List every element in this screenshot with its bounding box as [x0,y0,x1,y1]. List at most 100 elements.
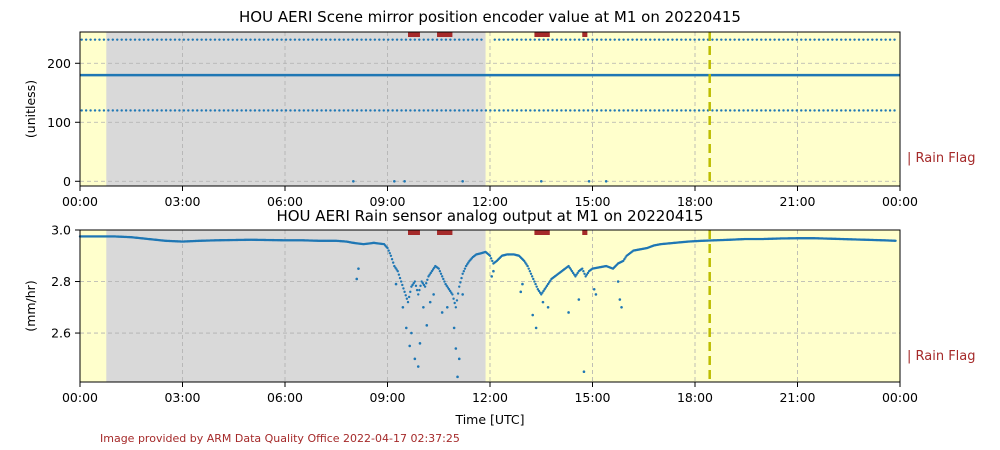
encoder-data-point [626,38,630,41]
rain-sensor-data-point [585,273,589,276]
encoder-data-point [320,109,323,112]
rain-sensor-data-point [425,324,429,327]
encoder-data-point [711,38,714,41]
encoder-x-tick-label: 09:00 [369,194,405,209]
encoder-data-point [111,38,115,41]
rain-sensor-data-point [464,264,468,268]
rain-sensor-data-point [404,294,407,297]
encoder-data-point [893,38,896,41]
encoder-data-point [120,109,123,112]
encoder-data-point [609,38,612,41]
encoder-chart-title: HOU AERI Scene mirror position encoder v… [239,8,741,26]
encoder-data-point [355,38,359,41]
rain-sensor-data-point [410,285,413,288]
encoder-data-point [640,109,643,112]
encoder-data-point [240,38,243,41]
encoder-data-point [418,109,421,112]
encoder-data-point [466,38,470,41]
rain-sensor-data-point [447,288,451,291]
encoder-data-point [338,109,341,112]
encoder-data-point [80,109,83,112]
encoder-data-point [848,38,852,41]
encoder-data-point [333,109,337,112]
rain-sensor-y-axis-label: (mm/hr) [23,280,38,331]
encoder-data-point [138,38,141,41]
rain-sensor-data-point [521,282,524,286]
encoder-data-point [817,109,821,112]
encoder-data-point [435,109,439,112]
rain-sensor-data-point [622,259,625,263]
encoder-y-tick-label: 200 [47,56,71,71]
encoder-data-point [431,38,434,41]
rain-sensor-data-point [440,311,444,314]
encoder-data-point [395,109,399,112]
rain-sensor-data-point [467,261,470,264]
encoder-data-point [577,109,581,112]
encoder-data-point [768,109,772,112]
encoder-data-point [129,109,132,112]
encoder-data-point [364,109,368,112]
encoder-data-point [98,109,101,112]
encoder-data-point [742,38,745,41]
encoder-data-point [728,109,732,112]
encoder-data-point [733,109,736,112]
rain-sensor-x-tick-label: 15:00 [574,390,610,405]
encoder-data-point [822,109,825,112]
rain-sensor-x-tick-label: 21:00 [779,390,815,405]
encoder-data-point [871,109,874,112]
encoder-data-point [515,38,519,41]
encoder-data-point [342,109,345,112]
rain-sensor-data-point [438,270,442,273]
encoder-data-point [622,38,625,41]
encoder-data-point [84,38,88,41]
encoder-data-point [191,38,194,41]
encoder-data-point [369,109,372,112]
encoder-data-point [848,109,852,112]
encoder-data-point [800,109,803,112]
rain-sensor-data-point [429,271,432,275]
rain-sensor-data-point [419,284,422,288]
encoder-data-point [182,38,186,41]
encoder-data-point [693,38,696,41]
rain-sensor-data-point [423,285,427,288]
encoder-data-point [742,109,745,112]
encoder-data-point [631,109,634,112]
rain-sensor-data-point [527,267,530,270]
rain-sensor-data-point [519,290,523,294]
encoder-data-point [124,38,128,41]
encoder-data-point [680,109,683,112]
encoder-data-point [813,109,816,112]
rain-sensor-data-point [463,267,467,270]
encoder-data-point [795,109,799,112]
encoder-data-point [875,38,878,41]
rain-sensor-data-point [422,305,425,309]
encoder-data-point [444,38,448,41]
encoder-data-point [635,109,639,112]
encoder-x-tick-label: 00:00 [882,194,918,209]
encoder-data-point [200,38,203,41]
encoder-data-point [813,38,816,41]
encoder-data-point [671,38,674,41]
encoder-data-point [866,38,870,41]
encoder-data-point [844,109,847,112]
rain-sensor-data-point [570,270,574,273]
rain-sensor-data-point [412,282,415,285]
encoder-data-point [684,109,687,112]
encoder-data-point [227,109,230,112]
rain-sensor-data-point [402,287,405,290]
encoder-data-point [862,38,865,41]
encoder-data-point [142,109,146,112]
encoder-data-point [289,38,292,41]
encoder-data-point [195,109,199,112]
encoder-data-point [569,109,572,112]
rain-sensor-data-point [456,375,459,379]
encoder-data-point [657,38,661,41]
rain-sensor-x-tick-label: 12:00 [472,390,508,405]
rain-sensor-data-point [417,293,420,296]
encoder-data-point [498,38,501,41]
encoder-data-point [835,38,838,41]
encoder-data-point [235,38,239,41]
rain-sensor-data-point [529,272,533,275]
rain-sensor-x-tick-label: 00:00 [882,390,918,405]
encoder-data-point [324,109,328,112]
